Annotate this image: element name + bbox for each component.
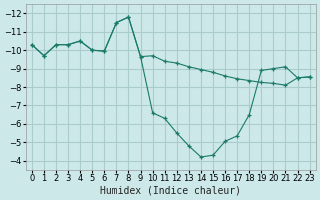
X-axis label: Humidex (Indice chaleur): Humidex (Indice chaleur) bbox=[100, 186, 241, 196]
